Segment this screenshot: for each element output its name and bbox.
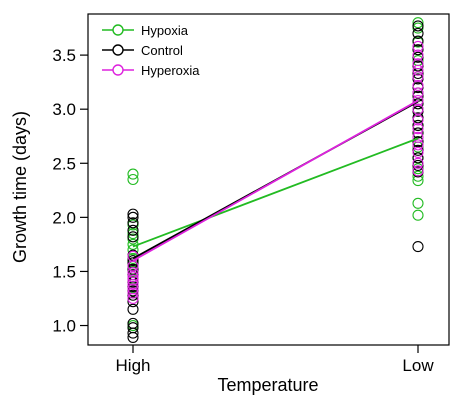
data-point [127,224,139,236]
data-point [412,241,424,253]
data-point [412,146,424,159]
data-point [127,274,139,286]
y-tick-label: 2.5 [52,154,76,173]
data-point [412,58,424,70]
legend-label: Hyperoxia [141,63,200,78]
data-point [412,49,424,61]
data-point [127,244,139,256]
data-point [412,131,424,143]
data-point [412,71,424,83]
data-point [412,170,424,182]
data-point [412,209,424,221]
data-point [412,114,424,126]
data-point [127,228,139,240]
data-point [412,44,424,56]
y-tick-label: 1.5 [52,262,76,281]
data-point [127,327,139,339]
series-lines [132,99,419,262]
legend-marker [112,64,124,76]
data-point [412,157,424,169]
data-point [127,287,139,299]
data-point [412,79,424,91]
data-point [412,40,424,53]
data-point [127,263,139,275]
data-point [412,35,424,47]
series-line [132,99,419,262]
y-axis-title: Growth time (days) [10,111,30,263]
y-tick-label: 1.0 [52,317,76,336]
data-point [127,292,139,305]
data-point [412,64,424,76]
data-point [412,17,424,29]
data-point [412,127,424,139]
data-point [127,317,139,329]
data-point [127,296,139,308]
data-point [127,173,139,186]
data-point [412,103,424,115]
x-axis-title: Temperature [217,375,318,395]
plot-frame [87,13,450,346]
data-point [127,211,139,223]
data-point [412,139,424,151]
legend-marker [112,44,124,56]
data-point [127,260,139,272]
legend-label: Control [141,43,183,58]
legend-label: Hypoxia [141,23,189,38]
series-line [132,137,419,248]
x-tick-label: Low [402,356,434,375]
data-point [127,331,139,343]
data-point [412,87,424,99]
data-point [127,303,139,315]
data-point [127,266,139,279]
data-point [127,168,139,180]
y-tick-label: 3.5 [52,46,76,65]
data-point [412,27,424,40]
data-point [412,20,424,32]
data-point [412,94,424,107]
data-point [412,197,424,209]
data-point [127,231,139,243]
legend-marker [112,24,124,36]
x-axis: High Low [116,345,434,375]
data-point [127,208,139,220]
data-point [127,217,139,229]
data-point [127,271,139,283]
data-point [412,152,424,164]
data-point [412,123,424,135]
x-tick-label: High [116,356,151,375]
data-point [412,119,424,131]
y-tick-label: 3.0 [52,100,76,119]
legend: Hypoxia Control Hyperoxia [102,23,200,78]
data-point [412,165,424,177]
y-tick-label: 2.0 [52,208,76,227]
y-axis: 1.0 1.5 2.0 2.5 3.0 3.5 [52,46,88,336]
data-point [412,136,424,148]
data-point [127,278,139,290]
